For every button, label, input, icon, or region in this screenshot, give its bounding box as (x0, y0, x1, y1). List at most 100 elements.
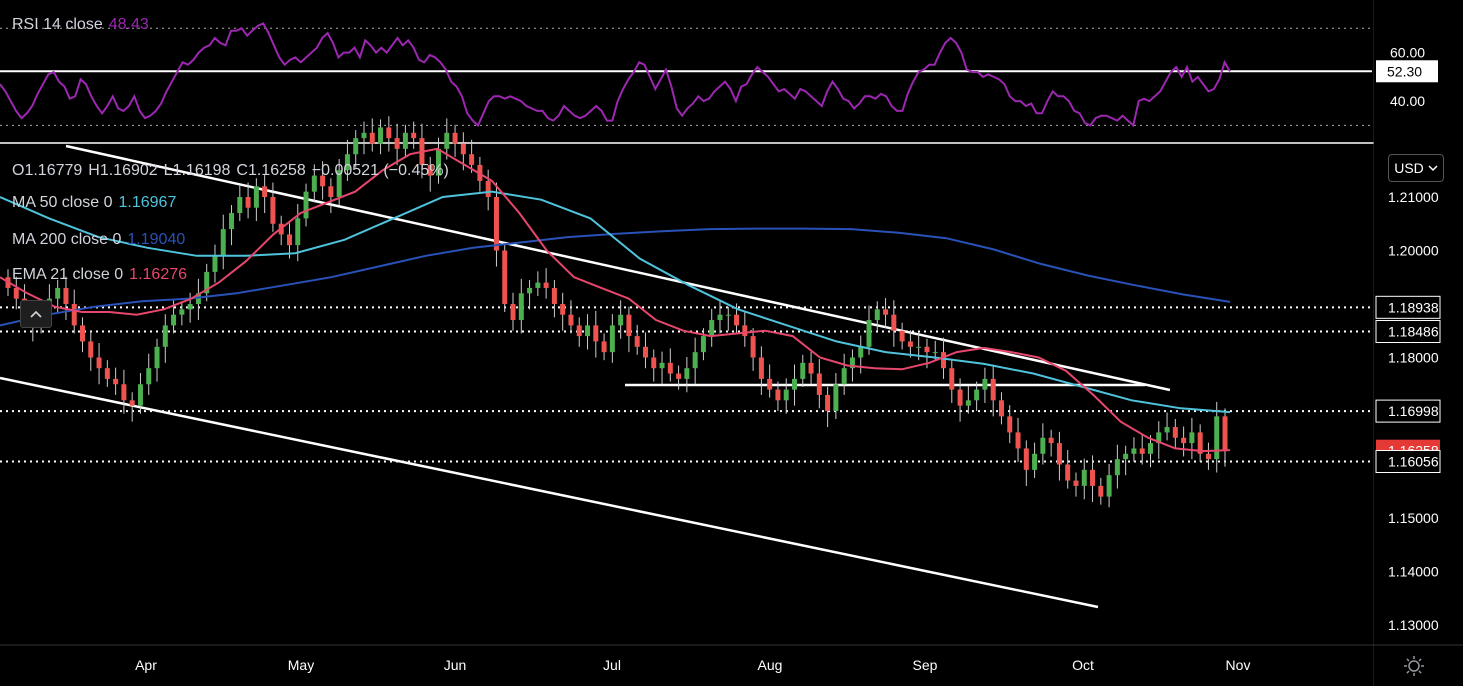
candle-body (659, 362, 665, 369)
candle-body (510, 304, 516, 321)
candle-body (154, 346, 160, 369)
candle-body (237, 197, 243, 214)
candle-body (767, 378, 773, 390)
candle-body (469, 154, 475, 165)
candle-body (791, 378, 797, 390)
price-tick-label: 1.20000 (1388, 243, 1439, 259)
candle-body (634, 336, 640, 347)
candle-body (734, 314, 740, 326)
candle-body (874, 309, 880, 321)
candle-body (253, 186, 259, 208)
chevron-up-icon (30, 310, 42, 318)
price-axis: 60.00 40.00 52.30 1.21000 1.20000 1.18000 1.15… (1373, 0, 1463, 686)
price-tick-label: 1.14000 (1388, 564, 1439, 580)
candle-body (80, 325, 86, 342)
candle-body (286, 234, 292, 246)
candle-body (137, 384, 143, 406)
candle-body (402, 132, 408, 149)
candle-body (386, 127, 392, 139)
open-value: O1.16779 (12, 162, 83, 179)
candle-body (907, 341, 913, 347)
ema21-legend-label: EMA 21 close 0 (12, 266, 124, 283)
month-label: Sep (913, 657, 938, 673)
candle-body (965, 400, 971, 406)
candle-body (452, 132, 458, 144)
price-tick-label: 1.18000 (1388, 350, 1439, 366)
candle-body (179, 309, 185, 315)
candle-body (957, 389, 963, 406)
candle-body (270, 197, 276, 224)
price-level-label-bg (1375, 399, 1441, 423)
candle-body (71, 304, 77, 326)
candle-body (527, 287, 533, 294)
currency-selector[interactable]: USD (1388, 154, 1444, 182)
candle-body (63, 287, 69, 304)
candle-body (758, 357, 764, 379)
rsi-tick-label: 40.00 (1390, 93, 1425, 109)
ma200-legend-label: MA 200 close 0 (12, 231, 122, 248)
candle-body (866, 320, 872, 347)
candle-body (998, 400, 1004, 417)
candle-body (212, 255, 218, 272)
candle-body (96, 357, 102, 369)
candle-body (129, 400, 135, 406)
axis-background (1374, 0, 1463, 686)
candle-body (444, 132, 450, 149)
month-label: Apr (135, 657, 157, 673)
candle-body (1090, 469, 1096, 486)
candle-body (411, 132, 417, 139)
candle-body (974, 389, 980, 401)
candle-body (303, 191, 309, 219)
close-value: C1.16258 (236, 162, 306, 179)
chevron-down-icon (1428, 165, 1438, 172)
candle-body (585, 325, 591, 337)
candle-body (742, 325, 748, 337)
price-level-label: 1.16056 (1388, 454, 1439, 470)
candle-body (171, 314, 177, 326)
candle-body (667, 362, 673, 374)
ma50-legend-value: 1.16967 (118, 194, 177, 211)
candle-body (990, 378, 996, 401)
candle-body (916, 346, 922, 348)
candle-body (162, 325, 168, 347)
candle-body (295, 218, 301, 246)
candle-body (593, 325, 599, 342)
candle-body (849, 357, 855, 369)
candle-body (783, 389, 789, 401)
candle-body (113, 378, 119, 385)
price-tick-label: 1.15000 (1388, 510, 1439, 526)
price-level-label-bg (1375, 450, 1441, 474)
indicator-line (0, 147, 1231, 453)
gear-icon[interactable] (1402, 654, 1426, 678)
candle-body (485, 180, 491, 197)
candle-body (13, 287, 19, 299)
candle-body (642, 346, 648, 358)
candle-body (609, 325, 615, 353)
candle-body (692, 352, 698, 369)
candle-body (427, 164, 433, 176)
low-value: L1.16198 (163, 162, 231, 179)
ma200-legend-value: 1.19040 (127, 231, 186, 248)
trendline (65, 144, 1171, 392)
candle-body (1048, 437, 1054, 444)
candle-body (725, 314, 731, 316)
candle-body (1139, 448, 1145, 454)
month-label: Oct (1072, 657, 1094, 673)
candle-body (568, 314, 574, 326)
candle-body (1007, 416, 1013, 433)
collapse-legend-button[interactable] (20, 300, 52, 328)
candle-body (518, 293, 524, 321)
candle-body (1015, 432, 1021, 449)
rsi-legend-value: 48.43 (108, 16, 149, 33)
candle-body (717, 314, 723, 321)
candle-body (982, 378, 988, 390)
month-label: May (288, 657, 314, 673)
candle-body (1081, 469, 1087, 486)
candle-body (220, 229, 226, 256)
candle-body (1123, 453, 1129, 460)
candle-body (328, 186, 334, 197)
candle-body (204, 271, 210, 294)
candle-body (378, 127, 384, 144)
change-value: −0.00521 (−0.45%) (311, 162, 449, 179)
